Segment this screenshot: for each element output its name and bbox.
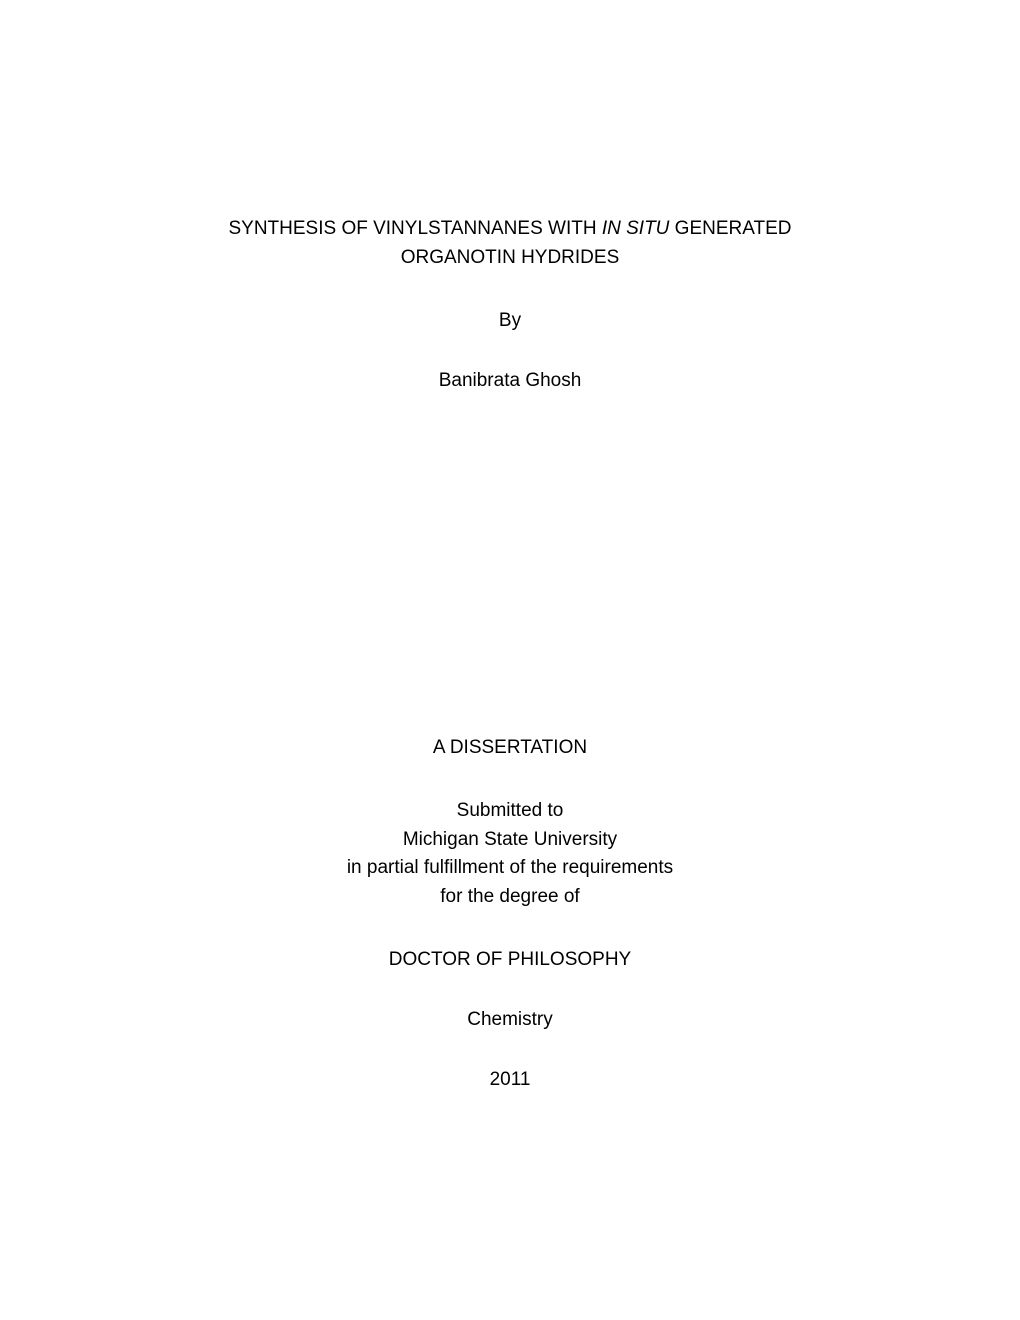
title-page: SYNTHESIS OF VINYLSTANNANES WITH IN SITU… xyxy=(0,0,1020,1320)
title-text-part2: GENERATED xyxy=(669,218,791,239)
title-text-part1: SYNTHESIS OF VINYLSTANNANES WITH xyxy=(228,218,601,239)
dissertation-title: SYNTHESIS OF VINYLSTANNANES WITH IN SITU… xyxy=(0,215,1020,272)
title-italic-text: IN SITU xyxy=(602,218,670,239)
submitted-line1: Submitted to xyxy=(457,800,564,821)
year: 2011 xyxy=(0,1069,1020,1091)
submitted-line3: in partial fulfillment of the requiremen… xyxy=(347,857,673,878)
submission-block: A DISSERTATION Submitted to Michigan Sta… xyxy=(0,737,1020,1091)
author-name: Banibrata Ghosh xyxy=(0,370,1020,392)
submitted-line4: for the degree of xyxy=(440,886,579,907)
dissertation-label: A DISSERTATION xyxy=(0,737,1020,759)
degree-name: DOCTOR OF PHILOSOPHY xyxy=(0,949,1020,971)
title-line2: ORGANOTIN HYDRIDES xyxy=(401,247,620,268)
submitted-line2: Michigan State University xyxy=(403,829,617,850)
by-label: By xyxy=(0,310,1020,332)
submitted-text: Submitted to Michigan State University i… xyxy=(0,797,1020,911)
department-name: Chemistry xyxy=(0,1009,1020,1031)
